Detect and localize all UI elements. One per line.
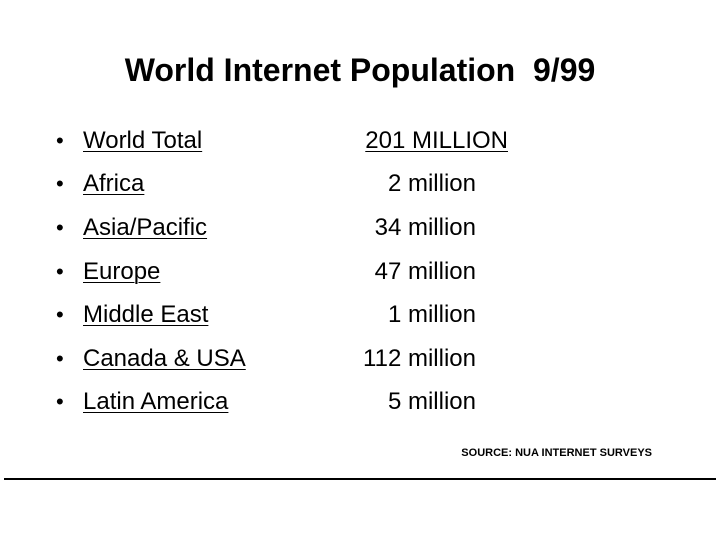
bullet-icon: • (56, 171, 64, 196)
slide-title: World Internet Population 9/99 (124, 52, 596, 88)
population-value: 47 million (374, 258, 476, 285)
list-item-middle-east: • Middle East 1 million (0, 297, 720, 333)
population-value: 2 million (387, 170, 476, 197)
list-item-africa: • Africa 2 million (0, 166, 720, 202)
list-item-europe: • Europe 47 million (0, 254, 720, 290)
list-item-canada-usa: • Canada & USA 112 million (0, 341, 720, 377)
bullet-icon: • (56, 259, 64, 284)
bullet-icon: • (56, 128, 64, 153)
divider (4, 478, 716, 480)
bullet-icon: • (56, 215, 64, 240)
bullet-icon: • (56, 302, 64, 327)
region-link-asia-pacific[interactable]: Asia/Pacific (83, 214, 208, 241)
source-note: SOURCE: NUA INTERNET SURVEYS (461, 447, 652, 459)
region-link-latin-america[interactable]: Latin America (83, 388, 229, 415)
region-link-middle-east[interactable]: Middle East (83, 301, 209, 328)
region-link-europe[interactable]: Europe (83, 258, 161, 285)
list-item-world-total: • World Total 201 MILLION (0, 123, 720, 159)
bullet-icon: • (56, 389, 64, 414)
bullet-icon: • (56, 346, 64, 371)
list-item-latin-america: • Latin America 5 million (0, 384, 720, 420)
population-value: 1 million (387, 301, 476, 328)
region-link-africa[interactable]: Africa (83, 170, 145, 197)
population-value: 112 million (363, 345, 476, 372)
population-value: 5 million (387, 388, 476, 415)
region-link-world-total[interactable]: World Total (83, 127, 203, 154)
region-link-canada-usa[interactable]: Canada & USA (83, 345, 246, 372)
population-value: 34 million (374, 214, 476, 241)
population-value: 201 MILLION (365, 127, 508, 154)
list-item-asia-pacific: • Asia/Pacific 34 million (0, 210, 720, 246)
